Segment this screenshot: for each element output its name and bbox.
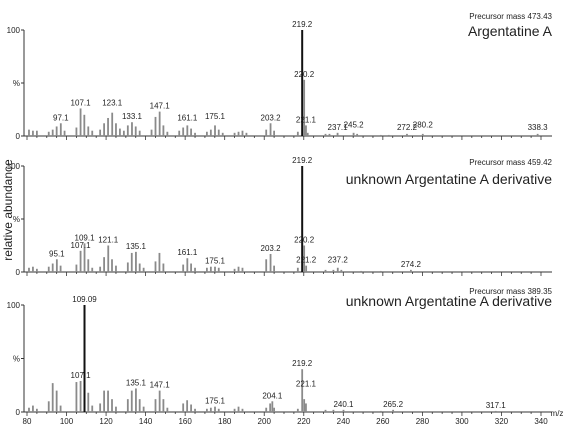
precursor-mass: Precursor mass 389.35 xyxy=(469,287,552,296)
panel-title: Argentatine A xyxy=(468,23,553,39)
peak-label: 237.1 xyxy=(328,123,349,132)
panel-title: unknown Argentatine A derivative xyxy=(346,171,552,187)
peak-label: 240.1 xyxy=(333,400,354,409)
peak-label: 175.1 xyxy=(205,397,226,406)
peak-label: 147.1 xyxy=(150,381,171,390)
x-tick-label: 340 xyxy=(534,417,548,426)
y-tick-label: % xyxy=(13,79,20,88)
peak-label: 135.1 xyxy=(126,242,147,251)
peak-label: 204.1 xyxy=(262,391,283,400)
peak-label: 175.1 xyxy=(205,112,226,121)
y-tick-label: % xyxy=(13,215,20,224)
peak-label: 203.2 xyxy=(261,113,282,122)
x-tick-label: 220 xyxy=(297,417,311,426)
peak-label: 161.1 xyxy=(177,248,198,257)
x-tick-label: 240 xyxy=(337,417,351,426)
peak-label: 317.1 xyxy=(486,401,507,410)
peak-label: 109.1 xyxy=(75,233,96,242)
peak-label: 237.2 xyxy=(328,256,349,265)
y-tick-label: 0 xyxy=(16,132,21,141)
peak-label: 109.09 xyxy=(72,295,97,304)
peak-label: 95.1 xyxy=(49,249,65,258)
precursor-mass: Precursor mass 473.43 xyxy=(469,12,552,21)
peak-label: 161.1 xyxy=(177,113,198,122)
x-tick-label: 200 xyxy=(258,417,272,426)
peak-label: 107.1 xyxy=(71,371,92,380)
x-tick-label: 120 xyxy=(99,417,113,426)
peak-label: 245.2 xyxy=(344,121,365,130)
peak-label: 221.2 xyxy=(296,256,317,265)
peak-label: 221.1 xyxy=(296,380,317,389)
peak-label: 338.3 xyxy=(528,123,549,132)
panel-title: unknown Argentatine A derivative xyxy=(346,293,552,309)
peak-label: 274.2 xyxy=(401,260,422,269)
y-tick-label: 0 xyxy=(16,408,21,417)
x-tick-label: 100 xyxy=(60,417,74,426)
peak-label: 219.2 xyxy=(292,156,313,165)
x-tick-label: 160 xyxy=(178,417,192,426)
peak-label: 107.1 xyxy=(71,241,92,250)
peak-label: 107.1 xyxy=(71,98,92,107)
peak-label: 280.2 xyxy=(413,121,434,130)
peak-label: 175.1 xyxy=(205,257,226,266)
peak-label: 220.2 xyxy=(294,70,315,79)
peak-label: 121.1 xyxy=(98,236,119,245)
peak-label: 219.2 xyxy=(292,20,313,29)
peak-label: 97.1 xyxy=(53,113,69,122)
y-tick-label: 100 xyxy=(7,162,21,171)
x-axis-label: m/z xyxy=(551,409,564,418)
peak-label: 147.1 xyxy=(150,102,171,111)
peak-label: 133.1 xyxy=(122,112,143,121)
y-tick-label: % xyxy=(13,355,20,364)
peak-label: 221.1 xyxy=(296,115,317,124)
peak-label: 135.1 xyxy=(126,378,147,387)
x-tick-label: 300 xyxy=(455,417,469,426)
peak-label: 203.2 xyxy=(261,244,282,253)
peak-label: 272.2 xyxy=(397,123,418,132)
peak-label: 220.2 xyxy=(294,236,315,245)
y-tick-label: 0 xyxy=(16,268,21,277)
x-tick-label: 260 xyxy=(376,417,390,426)
x-tick-label: 320 xyxy=(495,417,509,426)
peak-label: 123.1 xyxy=(102,98,123,107)
y-axis-label: relative abundance xyxy=(1,159,15,261)
x-tick-label: 80 xyxy=(23,417,32,426)
x-tick-label: 180 xyxy=(218,417,232,426)
x-tick-label: 140 xyxy=(139,417,153,426)
x-tick-label: 280 xyxy=(416,417,430,426)
peak-label: 265.2 xyxy=(383,400,404,409)
y-tick-label: 100 xyxy=(7,26,21,35)
spectrum-panel-3: 100% 080 100 120 140 160 180 200 220 240 260 280 300… xyxy=(7,287,553,426)
precursor-mass: Precursor mass 459.42 xyxy=(469,158,552,167)
y-tick-label: 100 xyxy=(7,301,21,310)
peak-label: 219.2 xyxy=(292,359,313,368)
